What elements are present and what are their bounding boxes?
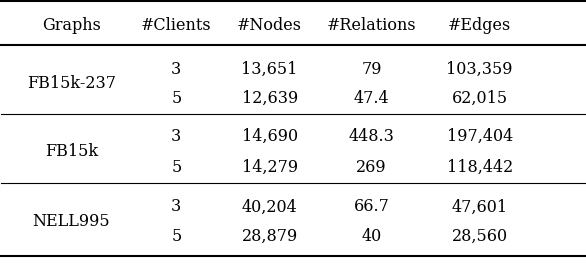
Text: 66.7: 66.7 bbox=[354, 198, 390, 215]
Text: 197,404: 197,404 bbox=[447, 128, 513, 145]
Text: 47.4: 47.4 bbox=[354, 90, 390, 107]
Text: 62,015: 62,015 bbox=[452, 90, 507, 107]
Text: 3: 3 bbox=[171, 128, 182, 145]
Text: 448.3: 448.3 bbox=[349, 128, 395, 145]
Text: FB15k: FB15k bbox=[45, 143, 98, 161]
Text: 47,601: 47,601 bbox=[452, 198, 507, 215]
Text: 13,651: 13,651 bbox=[241, 61, 298, 77]
Text: #Clients: #Clients bbox=[141, 17, 212, 34]
Text: 14,279: 14,279 bbox=[241, 159, 298, 176]
Text: 269: 269 bbox=[356, 159, 387, 176]
Text: 40: 40 bbox=[362, 228, 382, 245]
Text: 5: 5 bbox=[171, 159, 182, 176]
Text: 3: 3 bbox=[171, 198, 182, 215]
Text: 14,690: 14,690 bbox=[241, 128, 298, 145]
Text: 5: 5 bbox=[171, 228, 182, 245]
Text: #Nodes: #Nodes bbox=[237, 17, 302, 34]
Text: 103,359: 103,359 bbox=[447, 61, 513, 77]
Text: 3: 3 bbox=[171, 61, 182, 77]
Text: NELL995: NELL995 bbox=[33, 213, 110, 230]
Text: 12,639: 12,639 bbox=[241, 90, 298, 107]
Text: #Relations: #Relations bbox=[327, 17, 417, 34]
Text: FB15k-237: FB15k-237 bbox=[27, 75, 116, 92]
Text: 5: 5 bbox=[171, 90, 182, 107]
Text: Graphs: Graphs bbox=[42, 17, 101, 34]
Text: 118,442: 118,442 bbox=[447, 159, 513, 176]
Text: 40,204: 40,204 bbox=[242, 198, 298, 215]
Text: 28,879: 28,879 bbox=[241, 228, 298, 245]
Text: #Edges: #Edges bbox=[448, 17, 511, 34]
Text: 79: 79 bbox=[362, 61, 382, 77]
Text: 28,560: 28,560 bbox=[452, 228, 507, 245]
